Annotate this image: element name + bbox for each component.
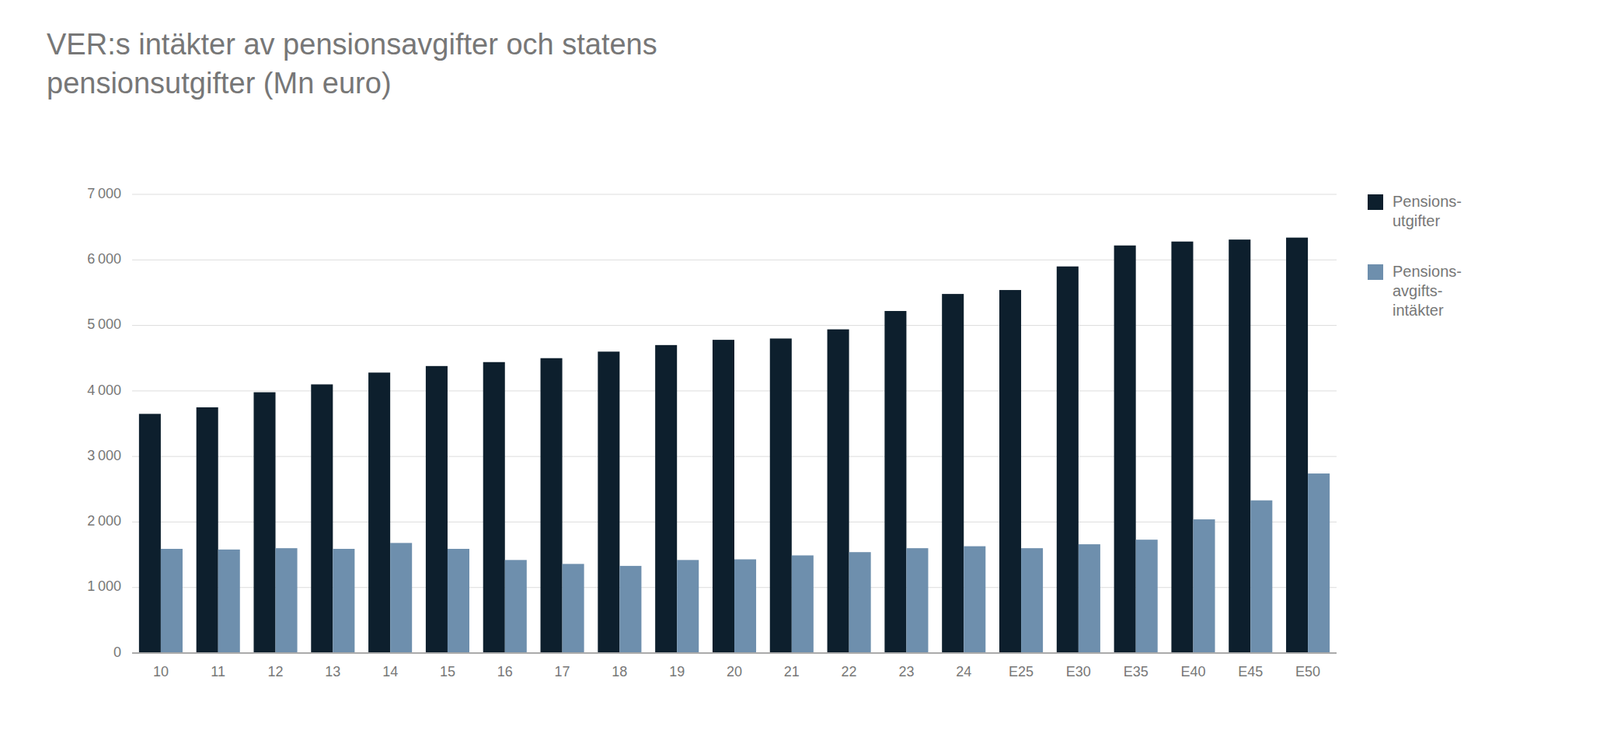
bar [734,558,757,653]
legend-swatch [1367,264,1384,280]
x-tick-label: E40 [1180,663,1206,680]
y-tick-label: 5 000 [87,316,122,332]
legend-label: Pensions-avgifts-intäkter [1392,262,1462,319]
x-tick-label: 24 [955,663,972,680]
grid [132,194,1337,653]
y-axis: 0 1 000 2 000 3 000 4 000 5 000 6 000 7 000 [87,185,122,660]
bar [160,548,183,653]
bar [447,548,470,653]
bar [1171,241,1193,653]
y-tick-label: 4 000 [87,382,122,398]
legend-swatch [1367,194,1384,210]
y-tick-label: 6 000 [87,250,122,267]
x-tick-label: E25 [1008,663,1034,680]
grid-line [132,259,1337,261]
x-axis-line [132,651,1337,654]
bar [619,565,642,653]
bar [884,310,907,653]
bar [849,551,872,653]
x-tick-label: E35 [1123,663,1149,680]
y-tick-label: 7 000 [87,185,122,202]
bar [196,407,219,653]
x-tick-label: 11 [210,663,226,680]
bar [1078,543,1101,653]
x-tick-label: 15 [439,663,456,680]
grid-line [132,324,1337,326]
x-tick-label: E50 [1295,663,1321,680]
x-tick-label: 20 [726,663,743,680]
bar [906,547,928,653]
bar [1250,500,1273,653]
x-tick-label: 16 [497,663,513,680]
chart: VER:s intäkter av pensionsavgifter och s… [0,0,1600,751]
bar [218,549,241,653]
x-tick-label: 21 [784,663,800,680]
title: VER:s intäkter av pensionsavgifter och s… [46,27,658,100]
bar [483,362,506,653]
chart-container: VER:s intäkter av pensionsavgifter och s… [0,0,1600,751]
x-tick-label: 19 [669,663,685,680]
x-tick-label: 18 [611,663,628,680]
bar [139,413,161,653]
x-tick-label: E30 [1066,663,1092,680]
legend-label: Pensions-utgifter [1392,192,1462,230]
x-tick-label: 10 [153,663,169,680]
bar [999,289,1022,653]
bar [368,372,391,653]
bar [770,338,792,653]
y-tick-label: 1 000 [87,578,122,594]
x-tick-label: E45 [1237,663,1263,680]
x-tick-label: 14 [382,663,398,680]
legend: Pensions-utgifter Pensions-avgifts-intäkt… [1367,192,1462,319]
bar [1136,539,1158,653]
bar [597,351,620,653]
bar [712,339,735,653]
x-tick-label: 17 [554,663,571,680]
bars [139,237,1330,653]
x-tick-label: 13 [324,663,341,680]
y-tick-label: 2 000 [87,512,122,529]
bar [941,293,964,653]
bar [1021,547,1043,653]
bar [505,559,527,653]
x-tick-label: 22 [841,663,858,680]
bar [540,358,563,653]
bar [275,547,298,653]
series [139,237,1308,653]
grid-line [132,652,1337,654]
x-tick-label: 23 [898,663,914,680]
bar [332,548,355,653]
bar [253,392,276,653]
bar [310,383,333,653]
y-tick-label: 0 [113,644,122,660]
bar [963,546,986,653]
bar [1307,473,1330,653]
bar [827,329,850,653]
bar [1192,519,1215,653]
bar [655,345,677,653]
bar [1286,237,1308,653]
grid-line [132,194,1337,196]
series [160,473,1330,653]
bar [1114,245,1137,653]
bar [1056,266,1079,653]
y-tick-label: 3 000 [87,447,122,464]
bar [425,366,448,653]
bar [791,554,814,653]
bar [390,542,412,653]
bar [562,563,585,653]
x-tick-label: 12 [268,663,284,680]
bar [1228,239,1251,653]
bar [676,559,699,653]
x-axis: 10 11 12 13 14 15 16 17 18 19 20 21 22 23 24 E25 E30 E35 E… [132,652,1337,680]
